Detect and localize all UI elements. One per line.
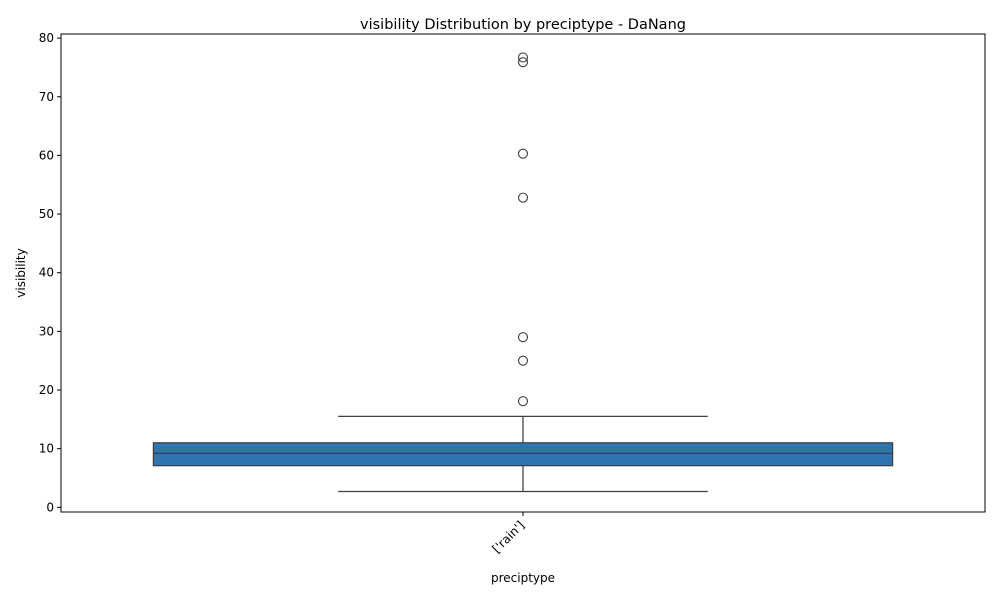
- x-axis: ['rain']: [490, 512, 528, 556]
- outlier-point: [517, 52, 529, 63]
- outlier-point: [517, 148, 529, 159]
- y-tick-label: 60: [39, 148, 54, 162]
- outlier-point: [517, 57, 529, 68]
- outlier-point: [517, 355, 529, 366]
- box-group: [152, 52, 894, 493]
- outlier-point: [517, 332, 529, 343]
- outlier-point: [517, 192, 529, 203]
- y-tick-label: 70: [39, 90, 54, 104]
- y-axis: 0 10 20 30 40 50 60 70 80: [39, 31, 61, 514]
- y-axis-label: visibility: [14, 248, 28, 297]
- x-tick-label: ['rain']: [490, 518, 528, 556]
- x-axis-label: preciptype: [491, 571, 555, 585]
- y-tick-label: 0: [46, 500, 54, 514]
- chart-title: visibility Distribution by preciptype - …: [360, 17, 686, 33]
- y-tick-label: 80: [39, 31, 54, 45]
- box-iqr: [152, 442, 894, 467]
- y-tick-label: 50: [39, 207, 54, 221]
- y-tick-label: 30: [39, 324, 54, 338]
- plot-area: [152, 52, 894, 493]
- y-tick-label: 10: [39, 442, 54, 456]
- y-tick-label: 40: [39, 266, 54, 280]
- outlier-point: [517, 396, 529, 407]
- y-tick-label: 20: [39, 383, 54, 397]
